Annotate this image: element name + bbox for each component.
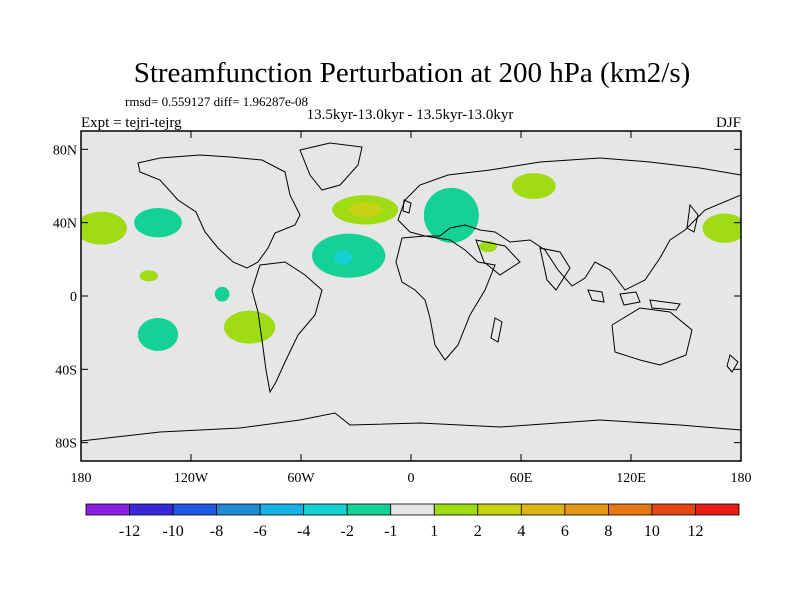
x-tick-label-3: 0	[408, 471, 415, 486]
colorbar-label-7: 1	[430, 523, 438, 540]
coastlines	[81, 142, 741, 461]
season-label: DJF	[716, 115, 741, 131]
colorbar-swatch-1	[129, 503, 174, 516]
colorbar-swatch-7	[390, 503, 435, 516]
anomaly-patch-10	[348, 202, 382, 218]
colorbar-label-1: -10	[162, 523, 183, 540]
colorbar-label-12: 10	[644, 523, 660, 540]
y-tick-label-4: 80S	[55, 437, 77, 452]
y-tick-label-0: 80N	[53, 143, 77, 158]
x-tick-label-5: 120E	[616, 471, 646, 486]
anomaly-patch-13	[511, 173, 556, 199]
colorbar-label-13: 12	[687, 523, 703, 540]
map-background	[81, 131, 741, 461]
x-tick-label-2: 60W	[287, 471, 315, 486]
colorbar-label-2: -8	[210, 523, 223, 540]
anomaly-patch-1	[702, 213, 741, 243]
colorbar-swatch-8	[433, 503, 479, 516]
anomaly-patch-4	[214, 286, 230, 302]
x-tick-label-6: 180	[731, 471, 752, 486]
x-tick-label-0: 180	[71, 471, 92, 486]
colorbar-swatch-5	[303, 503, 348, 516]
y-tick-label-1: 40N	[53, 217, 77, 232]
y-tick-label-3: 40S	[55, 363, 77, 378]
anomaly-patch-8	[334, 250, 353, 265]
colorbar-swatch-2	[172, 503, 217, 516]
subtitle: 13.5kyr-13.0kyr - 13.5kyr-13.0kyr	[307, 107, 514, 123]
anomaly-patch-0	[81, 211, 127, 245]
anomaly-patch-2	[134, 208, 182, 238]
colorbar-swatch-12	[608, 503, 653, 516]
chart-title: Streamfunction Perturbation at 200 hPa (…	[134, 57, 691, 89]
colorbar-swatch-6	[346, 503, 392, 516]
colorbar-label-5: -2	[341, 523, 354, 540]
y-tick-label-2: 0	[70, 290, 77, 305]
anomaly-patch-5	[137, 318, 179, 351]
colorbar-label-8: 2	[474, 523, 482, 540]
anomaly-layer	[81, 173, 741, 351]
colorbar-label-10: 6	[561, 523, 569, 540]
y-axis: 80N 40N 0 40S 80S	[53, 143, 741, 452]
colorbar-swatch-11	[564, 503, 609, 516]
colorbar-label-3: -6	[253, 523, 266, 540]
colorbar-label-4: -4	[297, 523, 310, 540]
colorbar-label-11: 8	[604, 523, 612, 540]
x-tick-label-1: 120W	[174, 471, 209, 486]
colorbar: -12 -10 -8 -6 -4 -2 -1 1 2 4 6 8 10 12	[85, 503, 740, 540]
stats-line: rmsd= 0.559127 diff= 1.96287e-08	[125, 94, 308, 109]
x-tick-label-4: 60E	[510, 471, 533, 486]
colorbar-swatch-10	[520, 503, 566, 516]
colorbar-label-9: 4	[517, 523, 525, 540]
colorbar-swatch-14	[695, 503, 740, 516]
colorbar-label-6: -1	[384, 523, 397, 540]
anomaly-patch-3	[139, 270, 158, 282]
colorbar-swatch-4	[259, 503, 305, 516]
anomaly-patch-6	[224, 310, 276, 344]
anomaly-patch-11	[423, 187, 479, 243]
colorbar-swatch-0	[85, 503, 130, 516]
x-axis: 180 120W 60W 0 60E 120E 180	[71, 131, 752, 486]
colorbar-label-0: -12	[119, 523, 140, 540]
colorbar-swatch-3	[216, 503, 261, 516]
colorbar-swatch-9	[477, 503, 522, 516]
experiment-label: Expt = tejri-tejrg	[81, 115, 182, 131]
colorbar-swatch-13	[651, 503, 696, 516]
